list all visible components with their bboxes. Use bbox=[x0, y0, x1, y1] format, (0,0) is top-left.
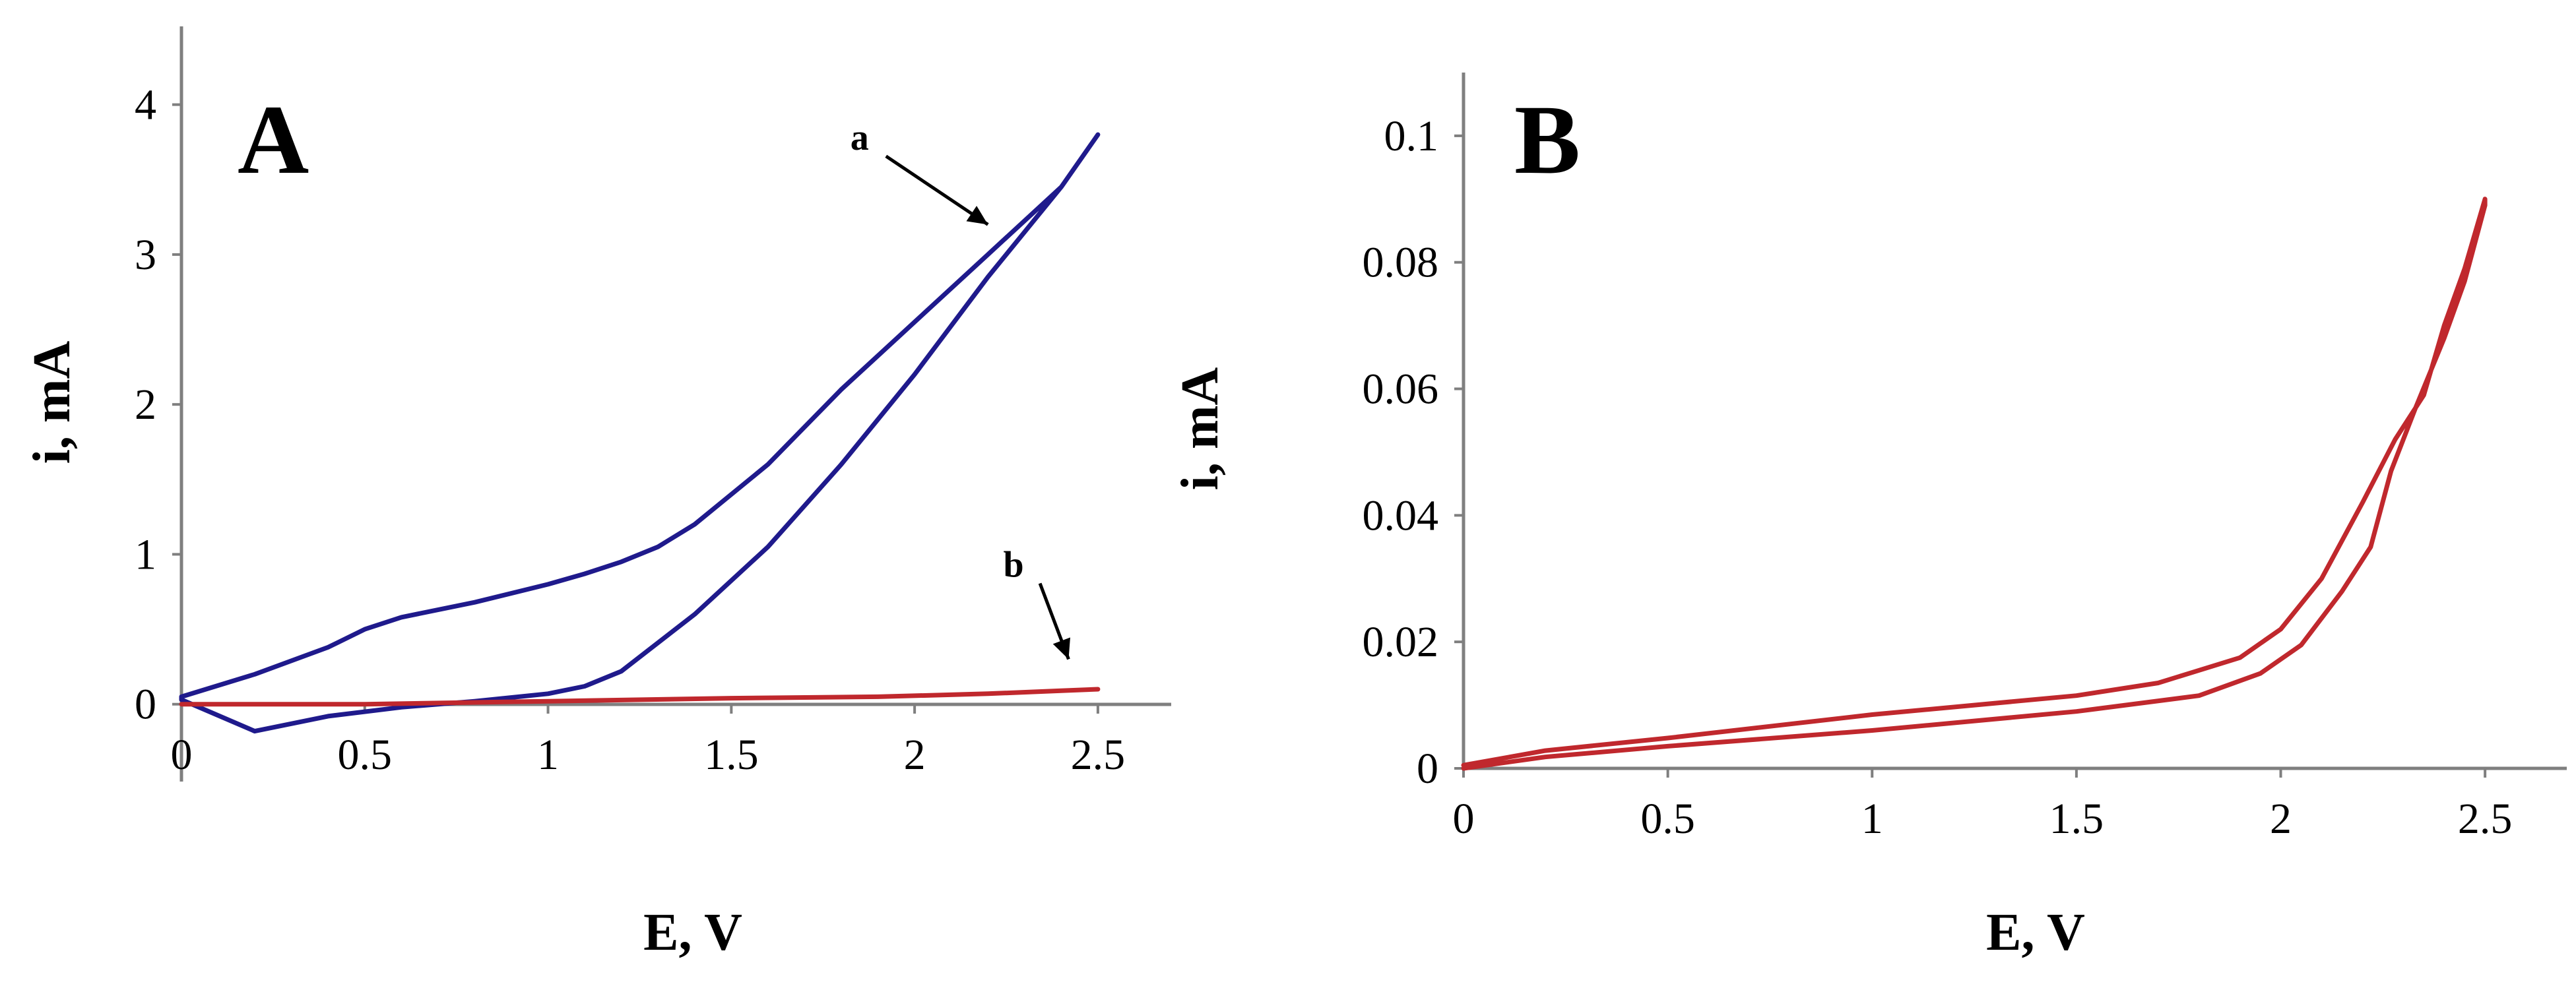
panel-b-y-axis-title: i, mA bbox=[1171, 367, 1229, 490]
panel-a-x-axis-title: E, V bbox=[643, 904, 742, 962]
panel-a-y-axis-title: i, mA bbox=[23, 340, 81, 464]
panel-a-y-tick-label: 2 bbox=[135, 381, 156, 429]
panel-a-series-line-a bbox=[179, 132, 1101, 734]
panel-b-y-tick-label: 0.02 bbox=[1363, 618, 1439, 666]
panel-a-x-tick-label: 0.5 bbox=[338, 731, 393, 779]
panel-a-x-tick-label: 1.5 bbox=[704, 731, 759, 779]
panel-a-series-line-b bbox=[179, 687, 1101, 707]
panel-b-series bbox=[1461, 197, 2488, 771]
panel-a-y-tick-label: 4 bbox=[135, 81, 156, 129]
panel-b-x-tick-label: 1.5 bbox=[2049, 795, 2104, 843]
panel-b-label: B bbox=[1514, 85, 1580, 195]
panel-a-y-ticks: 0 1 2 3 4 bbox=[135, 81, 181, 729]
annotation-arrow-a bbox=[885, 154, 989, 226]
annotation-label-a: a bbox=[851, 117, 869, 158]
panel-a-y-tick-label: 0 bbox=[135, 681, 156, 729]
panel-b-y-ticks: 0 0.02 0.04 0.06 0.08 0.1 bbox=[1363, 112, 1464, 793]
panel-a-x-tick-label: 2 bbox=[904, 731, 926, 779]
panel-a-y-tick-label: 1 bbox=[135, 530, 156, 578]
annotation-arrowhead-a bbox=[966, 206, 988, 225]
annotation-label-b: b bbox=[1004, 545, 1024, 586]
panel-b-y-tick-label: 0.04 bbox=[1363, 491, 1439, 540]
panel-a-x-ticks: 0 0.5 1 1.5 2 2.5 bbox=[171, 704, 1126, 779]
panel-a-x-tick-label: 0 bbox=[171, 731, 193, 779]
panel-b-y-tick-label: 0.1 bbox=[1384, 112, 1439, 160]
panel-b-y-tick-label: 0 bbox=[1417, 745, 1438, 793]
panel-b-x-tick-label: 0 bbox=[1453, 795, 1475, 843]
panel-b-x-tick-label: 1 bbox=[1861, 795, 1883, 843]
panel-b-series-line-1 bbox=[1461, 197, 2488, 771]
panel-b-x-tick-label: 0.5 bbox=[1640, 795, 1695, 843]
panel-b-y-tick-label: 0.08 bbox=[1363, 239, 1439, 287]
panel-a-x-tick-label: 1 bbox=[537, 731, 559, 779]
annotation-arrowhead-b bbox=[1052, 637, 1070, 660]
panel-a-series bbox=[179, 132, 1101, 734]
panel-b-x-ticks: 0 0.5 1 1.5 2 2.5 bbox=[1453, 768, 2513, 843]
panel-a-label: A bbox=[238, 85, 309, 195]
panel-b-x-tick-label: 2 bbox=[2270, 795, 2292, 843]
panel-b-x-axis-title: E, V bbox=[1986, 904, 2085, 962]
panel-a-x-tick-label: 2.5 bbox=[1071, 731, 1126, 779]
panel-b-x-tick-label: 2.5 bbox=[2458, 795, 2513, 843]
panel-b-chart: 0 0.02 0.04 0.06 0.08 0.1 0 0.5 1 1.5 2 2.5 B E, V… bbox=[1171, 73, 2567, 962]
panel-a-y-tick-label: 3 bbox=[135, 231, 156, 279]
panel-b-y-tick-label: 0.06 bbox=[1363, 365, 1439, 414]
panel-a-annotations: ab bbox=[851, 117, 1070, 660]
